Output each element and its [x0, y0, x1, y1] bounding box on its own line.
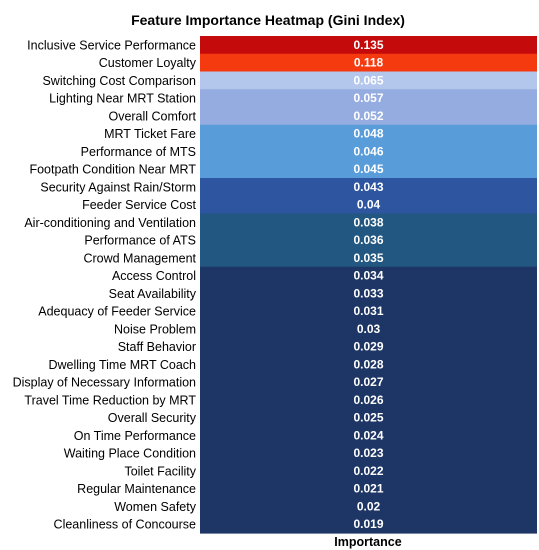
- y-tick-label: Feeder Service Cost: [82, 198, 196, 212]
- heatmap-cell: [200, 36, 537, 55]
- cell-value-label: 0.024: [353, 428, 383, 442]
- heatmap-cell: [200, 408, 537, 428]
- y-tick-label: Performance of ATS: [84, 234, 196, 248]
- y-tick-label: Travel Time Reduction by MRT: [24, 393, 196, 407]
- x-axis-label: Importance: [334, 535, 401, 549]
- heatmap-cell: [200, 142, 537, 161]
- y-tick-label: Display of Necessary Information: [13, 376, 196, 390]
- heatmap-cell: [200, 497, 537, 516]
- cell-value-label: 0.035: [353, 251, 383, 265]
- cell-value-label: 0.02: [357, 499, 381, 513]
- cell-value-label: 0.023: [353, 446, 383, 460]
- heatmap-cell: [200, 213, 537, 232]
- cell-value-label: 0.021: [353, 482, 383, 496]
- cell-value-label: 0.065: [353, 73, 383, 87]
- cell-value-label: 0.019: [353, 517, 383, 531]
- heatmap-cell: [200, 302, 537, 321]
- cell-value-label: 0.027: [353, 375, 383, 389]
- cell-value-label: 0.028: [353, 357, 383, 371]
- y-tick-label: Toilet Facility: [124, 464, 196, 478]
- y-tick-label: Overall Comfort: [108, 109, 196, 123]
- heatmap-cell: [200, 107, 537, 126]
- heatmap-cell: [200, 71, 537, 90]
- y-tick-label: Switching Cost Comparison: [42, 74, 196, 88]
- y-tick-label: Waiting Place Condition: [64, 447, 196, 461]
- y-tick-label: Adequacy of Feeder Service: [38, 305, 196, 319]
- y-tick-label: Air-conditioning and Ventilation: [24, 216, 196, 230]
- y-tick-label: Access Control: [112, 269, 196, 283]
- cell-value-label: 0.043: [353, 180, 383, 194]
- heatmap-cell: [200, 195, 537, 215]
- heatmap-cell: [200, 426, 537, 445]
- heatmap-cell: [200, 53, 537, 73]
- y-tick-label: Performance of MTS: [81, 145, 196, 159]
- chart-title: Feature Importance Heatmap (Gini Index): [131, 12, 405, 28]
- y-tick-label: Footpath Condition Near MRT: [29, 163, 196, 177]
- y-tick-label: Dwelling Time MRT Coach: [48, 358, 196, 372]
- heatmap-cell: [200, 284, 537, 303]
- heatmap-cells: [200, 36, 537, 534]
- heatmap-cell: [200, 249, 537, 268]
- y-tick-label: MRT Ticket Fare: [104, 127, 196, 141]
- cell-value-label: 0.031: [353, 304, 383, 318]
- y-axis-labels: Inclusive Service Performance Customer Lo…: [13, 38, 197, 531]
- y-tick-label: Staff Behavior: [118, 340, 196, 354]
- cell-value-label: 0.029: [353, 340, 383, 354]
- cell-value-label: 0.052: [353, 109, 383, 123]
- heatmap-cell: [200, 231, 537, 250]
- cell-value-label: 0.034: [353, 269, 383, 283]
- heatmap-cell: [200, 355, 537, 374]
- y-tick-label: Crowd Management: [83, 251, 196, 265]
- heatmap-cell: [200, 373, 537, 392]
- y-tick-label: Lighting Near MRT Station: [49, 92, 196, 106]
- y-tick-label: Security Against Rain/Storm: [40, 180, 196, 194]
- cell-value-label: 0.057: [353, 91, 383, 105]
- cell-value-label: 0.033: [353, 286, 383, 300]
- y-tick-label: Noise Problem: [114, 322, 196, 336]
- cell-value-label: 0.118: [354, 56, 384, 70]
- cell-value-labels: 0.135 0.118 0.065 0.057 0.052 0.048 0.046 0.045…: [353, 38, 383, 531]
- heatmap-cell: [200, 337, 537, 357]
- y-tick-label: Seat Availability: [109, 287, 197, 301]
- cell-value-label: 0.038: [353, 215, 383, 229]
- y-tick-label: Overall Security: [108, 411, 197, 425]
- heatmap-cell: [200, 266, 537, 286]
- cell-value-label: 0.022: [353, 464, 383, 478]
- cell-value-label: 0.04: [357, 198, 381, 212]
- y-tick-label: On Time Performance: [74, 429, 196, 443]
- cell-value-label: 0.03: [357, 322, 381, 336]
- cell-value-label: 0.135: [353, 38, 383, 52]
- y-tick-label: Inclusive Service Performance: [27, 38, 196, 52]
- heatmap-cell: [200, 391, 537, 410]
- heatmap-cell: [200, 515, 537, 534]
- heatmap-cell: [200, 160, 537, 179]
- heatmap-cell: [200, 320, 537, 339]
- heatmap-cell: [200, 178, 537, 197]
- cell-value-label: 0.025: [353, 411, 383, 425]
- cell-value-label: 0.048: [353, 127, 383, 141]
- heatmap-cell: [200, 444, 537, 463]
- y-tick-label: Regular Maintenance: [77, 482, 196, 496]
- cell-value-label: 0.045: [353, 162, 383, 176]
- y-tick-label: Cleanliness of Concourse: [54, 518, 196, 532]
- y-tick-label: Customer Loyalty: [99, 56, 197, 70]
- heatmap-cell: [200, 124, 537, 144]
- y-tick-label: Women Safety: [114, 500, 197, 514]
- heatmap-cell: [200, 462, 537, 481]
- heatmap-cell: [200, 479, 537, 499]
- heatmap-cell: [200, 89, 537, 108]
- cell-value-label: 0.036: [353, 233, 383, 247]
- cell-value-label: 0.026: [353, 393, 383, 407]
- cell-value-label: 0.046: [353, 144, 383, 158]
